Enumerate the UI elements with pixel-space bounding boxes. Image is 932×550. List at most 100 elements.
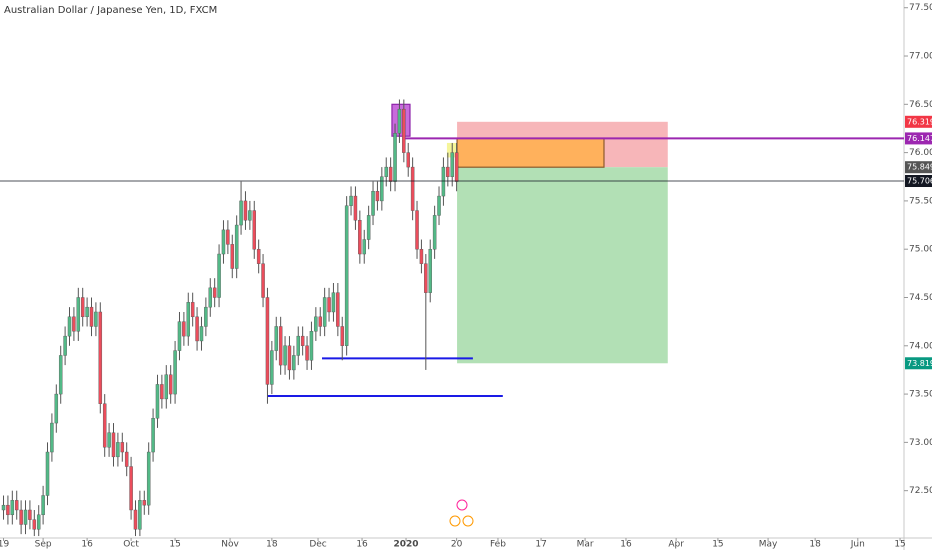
- candle-body: [67, 316, 72, 337]
- candle-body: [142, 500, 147, 506]
- candle-body: [10, 500, 15, 516]
- candle-body: [120, 442, 125, 453]
- candle-body: [450, 152, 454, 177]
- candle-body: [318, 316, 322, 327]
- candle-body: [384, 166, 388, 177]
- candle-body: [305, 345, 309, 361]
- x-tick-label: 2020: [393, 540, 418, 550]
- price-label: 73.819: [907, 359, 932, 368]
- candle-body: [199, 326, 204, 342]
- candle-body: [28, 509, 32, 520]
- candle-body: [393, 133, 397, 182]
- candle-body: [111, 432, 116, 458]
- candle-body: [63, 335, 67, 356]
- y-tick-label: 73.000: [909, 438, 932, 448]
- candle-body: [349, 195, 353, 206]
- candle-body: [309, 331, 314, 361]
- candle-body: [446, 166, 450, 177]
- x-tick-label: Oct: [123, 540, 139, 550]
- candle-body: [160, 384, 164, 400]
- candle-body: [182, 321, 186, 337]
- y-tick-label: 74.500: [909, 293, 932, 303]
- candle-body: [54, 393, 59, 424]
- candle-body: [19, 509, 23, 525]
- candle-body: [50, 422, 54, 453]
- y-tick-label: 76.000: [909, 148, 932, 158]
- candle-body: [212, 287, 217, 298]
- x-tick-label: 16: [620, 540, 632, 550]
- event-icon: [456, 499, 468, 511]
- candle-body: [58, 355, 63, 395]
- candle-body: [340, 326, 344, 346]
- candle-body: [270, 350, 274, 385]
- candle-body: [14, 500, 19, 511]
- candle-body: [129, 466, 133, 511]
- candle-body: [89, 306, 94, 327]
- y-tick-label: 74.000: [909, 341, 932, 351]
- chart-title: Australian Dollar / Japanese Yen, 1D, FX…: [4, 5, 217, 16]
- x-tick-label: 20: [451, 540, 463, 550]
- candle-body: [432, 215, 437, 250]
- candle-body: [296, 335, 300, 356]
- candle-body: [36, 514, 41, 530]
- candle-body: [261, 263, 265, 298]
- price-label: 75.706: [907, 177, 932, 186]
- candle-body: [155, 384, 160, 419]
- candle-body: [397, 108, 402, 134]
- price-label-box: [905, 161, 932, 174]
- candle-body: [336, 292, 340, 327]
- y-tick-label: 72.500: [909, 486, 932, 496]
- candle-body: [428, 248, 432, 293]
- x-tick-label: Jun: [850, 540, 865, 550]
- candle-body: [371, 191, 375, 216]
- candle-body: [256, 248, 261, 264]
- candle-body: [124, 451, 129, 467]
- candle-body: [6, 504, 10, 516]
- candle-body: [146, 451, 151, 506]
- price-label: 76.147: [907, 134, 932, 143]
- candle-body: [234, 224, 239, 269]
- candle-body: [283, 345, 287, 366]
- candle-body: [424, 263, 428, 293]
- x-tick-label: 16: [81, 540, 93, 550]
- candle-body: [133, 509, 138, 530]
- candle-body: [186, 302, 191, 337]
- x-tick-label: 18: [266, 540, 278, 550]
- y-tick-label: 77.000: [909, 52, 932, 62]
- candle-body: [177, 321, 182, 351]
- event-icon: [462, 515, 474, 527]
- x-tick-label: 16: [356, 540, 368, 550]
- candle-body: [410, 166, 415, 211]
- price-label: 75.849: [907, 163, 932, 172]
- candle-body: [402, 108, 406, 153]
- candle-body: [85, 306, 89, 318]
- candle-body: [107, 432, 111, 448]
- x-tick-label: 15: [712, 540, 723, 550]
- candle-body: [195, 316, 199, 342]
- candle-body: [287, 345, 292, 371]
- candle-body: [76, 297, 81, 332]
- candle-body: [173, 350, 177, 395]
- candle-body: [98, 311, 103, 404]
- candle-body: [437, 195, 441, 216]
- x-tick-label: Feb: [490, 540, 506, 550]
- price-label-box: [905, 115, 932, 128]
- candle-body: [362, 239, 366, 255]
- candle-body: [138, 500, 142, 530]
- drawing-box: [456, 137, 605, 168]
- y-tick-label: 75.000: [909, 245, 932, 255]
- candle-body: [454, 152, 459, 182]
- y-tick-label: 73.500: [909, 390, 932, 400]
- candle-body: [230, 244, 235, 269]
- candle-body: [164, 374, 169, 400]
- y-tick-label: 77.500: [909, 3, 932, 13]
- price-label-box: [905, 175, 932, 188]
- event-icons: [449, 499, 474, 527]
- price-label-box: [905, 357, 932, 370]
- x-tick-label: 15: [894, 540, 905, 550]
- price-label: 76.319: [907, 117, 932, 126]
- candle-body: [366, 215, 371, 240]
- x-tick-label: 15: [169, 540, 180, 550]
- candle-body: [353, 195, 358, 221]
